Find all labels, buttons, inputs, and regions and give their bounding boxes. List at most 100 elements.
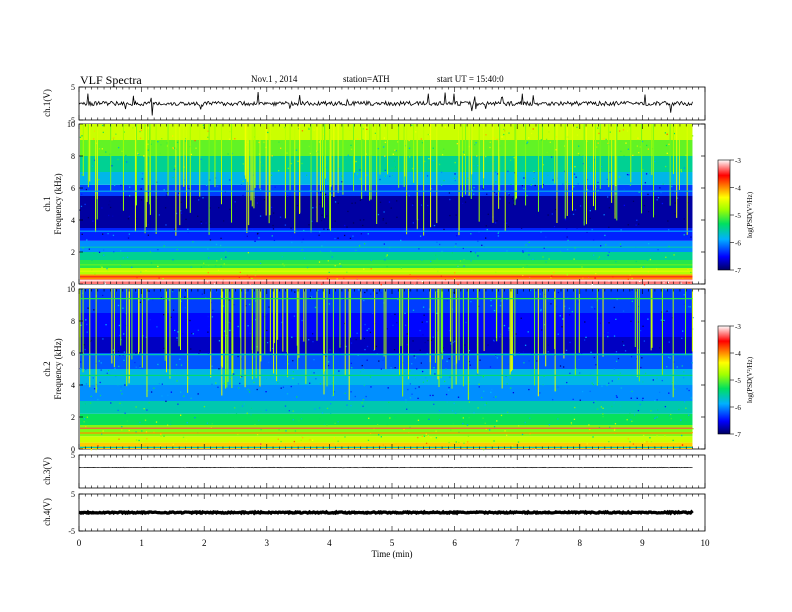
ch2-spec-speckle — [507, 363, 510, 365]
ch1-spectrogram — [79, 124, 694, 286]
ch2-spec-speckle — [427, 339, 429, 342]
ch2-spec-speckle — [668, 309, 670, 311]
ch1-spec-speckle — [683, 167, 686, 169]
ch1-spec-speckle — [428, 157, 430, 160]
ch2-spec-speckle — [515, 333, 517, 335]
ch1-spec-speckle — [501, 136, 503, 138]
ch2-spec-speckle — [521, 433, 524, 436]
ch2-spec-speckle — [574, 406, 576, 409]
start-time-label: start UT = 15:40:0 — [437, 74, 504, 84]
ch1-spec-speckle — [545, 236, 547, 238]
ch2-spec-speckle — [504, 430, 506, 432]
ch1-spec-speckle — [589, 210, 591, 212]
ch2-spec-speckle — [190, 348, 192, 350]
ch1-spec-speckle — [207, 136, 209, 138]
ch1-spec-speckle — [174, 228, 176, 230]
ch2-spec-speckle — [616, 396, 618, 398]
ch1-spec-speckle — [248, 276, 251, 279]
ch1-spec-speckle — [386, 254, 388, 256]
ch2-spec-speckle — [683, 303, 685, 305]
ch2-spec-speckle — [482, 375, 484, 378]
ch1-spec-speckle — [473, 186, 475, 189]
ch1-spec-speckle — [341, 175, 343, 177]
ch1-spec-speckle — [505, 222, 508, 224]
ch1-spec-speckle — [386, 265, 388, 268]
ch1-spec-speckle — [690, 236, 692, 238]
ch1-spec-speckle — [481, 244, 483, 246]
ch2-spec-speckle — [179, 358, 181, 360]
ch2-spec-speckle — [669, 357, 671, 359]
ch2-spec-speckle — [91, 447, 93, 449]
ch2-spec-speckle — [86, 416, 89, 418]
ch2-spec-speckle — [118, 334, 121, 337]
ch1-spec-speckle — [494, 222, 497, 224]
ch1-spec-speckle — [129, 186, 131, 188]
ch1-spec-speckle — [321, 245, 323, 247]
ch2-spec-speckle — [362, 405, 364, 407]
ch1-spec-speckle — [330, 250, 332, 253]
ch1-spec-speckle — [172, 147, 175, 150]
ch1-spec-speckle — [510, 183, 512, 186]
ch1-spec-speckle — [620, 150, 622, 153]
ch2-spec-speckle — [80, 367, 82, 370]
ch1-spec-speckle — [663, 282, 665, 284]
ch1-spec-speckle — [317, 192, 319, 194]
ch1-spec-speckle — [496, 138, 498, 141]
ch1-spec-speckle — [420, 138, 422, 140]
ch1-spec-speckle — [408, 139, 410, 142]
ch2-spec-speckle — [673, 361, 675, 363]
ch2-spec-speckle — [591, 382, 593, 384]
ch1-spec-speckle — [396, 200, 398, 202]
ch1-spec-speckle — [363, 219, 365, 221]
ch2-spec-speckle — [344, 322, 346, 325]
ch2-spec-speckle — [251, 371, 253, 373]
ch2-spec-speckle — [562, 318, 564, 320]
ch2-spec-speckle — [656, 416, 659, 418]
ch2-spec-speckle — [121, 404, 123, 406]
ch1-spec-speckle — [407, 188, 409, 191]
ch1-spec-speckle — [566, 248, 569, 251]
ch2-spec-speckle — [490, 299, 492, 302]
ch1-spec-speckle — [140, 129, 143, 132]
ch1-spec-speckle — [636, 145, 639, 147]
ch2-spec-speckle — [189, 319, 191, 322]
ch2-spec-speckle — [692, 428, 694, 430]
ch1-spec-speckle — [555, 149, 557, 151]
ch1-spec-speckle — [574, 209, 577, 211]
ch2-spec-speckle — [473, 412, 475, 414]
ch2-spec-speckle — [330, 412, 332, 415]
ch2-spec-speckle — [362, 399, 365, 401]
ch2-spec-speckle — [99, 394, 102, 397]
ch1-spec-speckle — [114, 269, 117, 272]
ch2-spec-speckle — [688, 389, 690, 392]
ch1-spec-speckle — [223, 220, 225, 222]
ch2-spec-speckle — [643, 434, 645, 437]
ch1-spec-speckle — [659, 187, 661, 189]
ch2-spec-speckle — [203, 405, 206, 408]
ch2-spec-speckle — [392, 324, 394, 326]
ch2-spec-speckle — [430, 436, 432, 439]
ch1-spec-speckle — [195, 147, 197, 149]
ch1-spec-speckle — [475, 167, 478, 170]
ch1-spec-speckle — [176, 194, 178, 196]
ch2-spec-speckle — [265, 409, 267, 411]
ch1-spec-speckle — [454, 272, 456, 274]
ch2-spec-speckle — [512, 392, 515, 394]
ch1-spec-speckle — [549, 141, 551, 143]
x-axis-label: Time (min) — [372, 549, 413, 559]
ch2-spec-speckle — [529, 433, 531, 435]
ch2-spec-speckle — [629, 441, 631, 443]
ch1-spec-speckle — [635, 224, 637, 226]
ch1-spec-speckle — [263, 141, 265, 143]
ch2-spec-speckle — [636, 397, 638, 399]
ch1-spec-speckle — [86, 239, 88, 241]
ch2-spec-speckle — [334, 422, 336, 425]
ch1-spec-speckle — [691, 135, 694, 137]
ch1-voltage-label: ch.1(V) — [42, 89, 52, 117]
ch2-spec-speckle — [668, 341, 670, 343]
ch2-spec-speckle — [380, 368, 382, 370]
ch2-spec-speckle — [620, 387, 623, 389]
ch1-spec-speckle — [440, 171, 443, 173]
ch1-spec-speckle — [548, 131, 550, 133]
ch2-spec-speckle — [627, 438, 630, 440]
